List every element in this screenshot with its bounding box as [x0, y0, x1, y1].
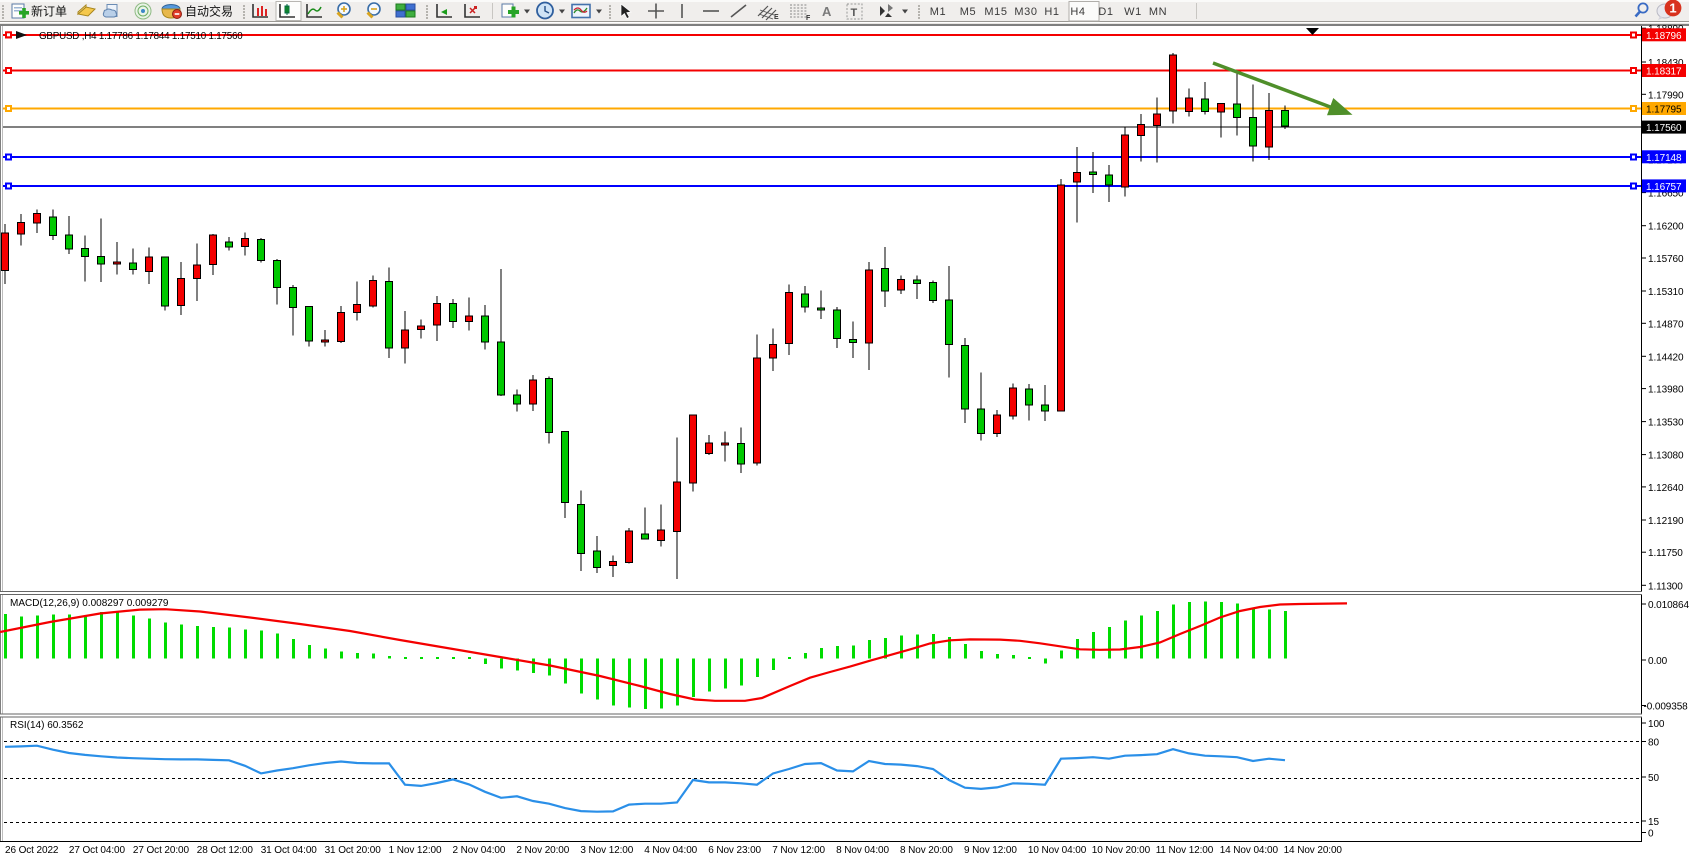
svg-text:27 Oct 20:00: 27 Oct 20:00	[133, 845, 190, 856]
svg-text:M1: M1	[930, 6, 946, 18]
svg-text:MACD(12,26,9) 0.008297 0.00927: MACD(12,26,9) 0.008297 0.009279	[10, 598, 169, 609]
svg-text:1.16200: 1.16200	[1648, 222, 1684, 233]
svg-text:1.14420: 1.14420	[1648, 352, 1684, 363]
svg-text:0.00: 0.00	[1648, 656, 1668, 667]
svg-text:1.17795: 1.17795	[1646, 105, 1682, 116]
svg-text:7 Nov 12:00: 7 Nov 12:00	[772, 845, 825, 856]
svg-text:RSI(14) 60.3562: RSI(14) 60.3562	[10, 720, 84, 731]
svg-text:1.12640: 1.12640	[1648, 483, 1684, 494]
svg-text:1.17560: 1.17560	[1646, 123, 1682, 134]
svg-text:GBPUSD ,H4 1.17786 1.17844 1.: GBPUSD ,H4 1.17786 1.17844 1.17510 1.175…	[39, 31, 243, 42]
svg-text:M30: M30	[1014, 6, 1037, 18]
svg-text:E: E	[774, 14, 779, 21]
svg-text:1.17148: 1.17148	[1646, 153, 1682, 164]
svg-text:M15: M15	[984, 6, 1007, 18]
svg-text:1 Nov 12:00: 1 Nov 12:00	[389, 845, 442, 856]
svg-text:6 Nov 23:00: 6 Nov 23:00	[708, 845, 761, 856]
svg-text:8 Nov 20:00: 8 Nov 20:00	[900, 845, 953, 856]
svg-text:H1: H1	[1044, 6, 1059, 18]
svg-text:自动交易: 自动交易	[185, 4, 233, 19]
svg-text:1.13080: 1.13080	[1648, 451, 1684, 462]
svg-text:3 Nov 12:00: 3 Nov 12:00	[580, 845, 633, 856]
svg-text:11 Nov 12:00: 11 Nov 12:00	[1156, 845, 1214, 856]
svg-text:10 Nov 20:00: 10 Nov 20:00	[1092, 845, 1151, 856]
svg-text:2 Nov 04:00: 2 Nov 04:00	[453, 845, 506, 856]
svg-text:D1: D1	[1098, 6, 1113, 18]
svg-text:1.17990: 1.17990	[1648, 90, 1684, 101]
svg-text:50: 50	[1648, 773, 1659, 784]
svg-text:10 Nov 04:00: 10 Nov 04:00	[1028, 845, 1087, 856]
svg-text:27 Oct 04:00: 27 Oct 04:00	[69, 845, 126, 856]
svg-text:9 Nov 12:00: 9 Nov 12:00	[964, 845, 1017, 856]
svg-text:100: 100	[1648, 719, 1665, 730]
svg-text:31 Oct 04:00: 31 Oct 04:00	[261, 845, 318, 856]
svg-text:8 Nov 04:00: 8 Nov 04:00	[836, 845, 889, 856]
svg-text:新订单: 新订单	[31, 4, 67, 19]
svg-text:1.13980: 1.13980	[1648, 385, 1684, 396]
svg-text:1: 1	[1669, 1, 1676, 16]
svg-text:2 Nov 20:00: 2 Nov 20:00	[516, 845, 569, 856]
svg-text:1.15760: 1.15760	[1648, 254, 1684, 265]
svg-text:1.18796: 1.18796	[1646, 31, 1682, 42]
svg-text:14 Nov 04:00: 14 Nov 04:00	[1220, 845, 1279, 856]
svg-text:1.15310: 1.15310	[1648, 287, 1684, 298]
svg-text:31 Oct 20:00: 31 Oct 20:00	[325, 845, 382, 856]
svg-text:A: A	[822, 4, 832, 19]
svg-text:1.18317: 1.18317	[1646, 67, 1682, 78]
svg-text:28 Oct 12:00: 28 Oct 12:00	[197, 845, 254, 856]
svg-text:-0.009358: -0.009358	[1644, 702, 1689, 713]
svg-text:1.13530: 1.13530	[1648, 418, 1684, 429]
svg-text:M5: M5	[960, 6, 976, 18]
svg-text:MN: MN	[1149, 6, 1167, 18]
svg-text:1.16757: 1.16757	[1646, 182, 1682, 193]
svg-text:14 Nov 20:00: 14 Nov 20:00	[1284, 845, 1343, 856]
svg-text:1.16650: 1.16650	[1648, 189, 1684, 200]
svg-text:0.010864: 0.010864	[1648, 600, 1689, 611]
svg-text:H4: H4	[1070, 6, 1085, 18]
svg-text:26 Oct 2022: 26 Oct 2022	[5, 845, 59, 856]
svg-text:0: 0	[1648, 829, 1654, 840]
svg-text:1.11750: 1.11750	[1648, 548, 1683, 559]
svg-text:15: 15	[1648, 817, 1659, 828]
svg-text:1.18430: 1.18430	[1648, 58, 1684, 69]
svg-text:T: T	[851, 7, 858, 19]
svg-text:1.12190: 1.12190	[1648, 516, 1684, 527]
svg-text:F: F	[806, 15, 811, 22]
svg-text:1.11300: 1.11300	[1648, 581, 1683, 592]
svg-text:1.14870: 1.14870	[1648, 319, 1684, 330]
svg-text:80: 80	[1648, 738, 1659, 749]
svg-text:W1: W1	[1124, 6, 1142, 18]
svg-text:4 Nov 04:00: 4 Nov 04:00	[644, 845, 697, 856]
